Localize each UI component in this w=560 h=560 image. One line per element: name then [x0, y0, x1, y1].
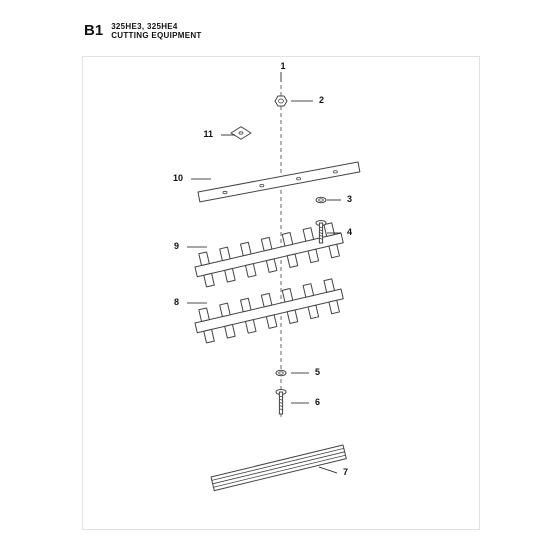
- callout-9: 9: [174, 241, 207, 251]
- blade-lower-tooth: [282, 289, 293, 303]
- washer-bottom: [276, 370, 286, 376]
- exploded-diagram: 1 2 3 4 5 6 7 8 9 10 11: [83, 57, 479, 529]
- callout-5: 5: [291, 367, 320, 377]
- blade-lower-tooth: [329, 300, 340, 314]
- blade-lower-tooth: [241, 298, 252, 312]
- blade-lower-tooth: [287, 310, 298, 324]
- blade-upper-tooth: [308, 249, 319, 263]
- header: B1 325HE3, 325HE4 CUTTING EQUIPMENT: [84, 22, 202, 40]
- support-bar: [198, 162, 360, 202]
- svg-text:6: 6: [315, 397, 320, 407]
- square-plate: [231, 127, 251, 140]
- blade-upper-tooth: [303, 228, 314, 242]
- svg-text:7: 7: [343, 467, 348, 477]
- blade-upper-tooth: [199, 252, 210, 266]
- washer-top: [316, 197, 326, 203]
- blade-lower-tooth: [204, 329, 215, 343]
- diagram-title: CUTTING EQUIPMENT: [111, 31, 201, 40]
- blade-upper-tooth: [261, 237, 272, 251]
- lock-nut: [275, 96, 287, 106]
- svg-text:1: 1: [280, 61, 285, 71]
- diagram-frame: 1 2 3 4 5 6 7 8 9 10 11: [82, 56, 480, 530]
- svg-text:5: 5: [315, 367, 320, 377]
- blade-lower-tooth: [303, 284, 314, 298]
- blade-upper-tooth: [266, 259, 277, 273]
- svg-text:10: 10: [173, 173, 183, 183]
- callout-7: 7: [319, 467, 348, 477]
- blade-lower-tooth: [199, 308, 210, 322]
- callout-6: 6: [291, 397, 320, 407]
- diagram-code: B1: [84, 22, 103, 39]
- svg-text:2: 2: [319, 95, 324, 105]
- callout-1: 1: [280, 61, 285, 82]
- svg-text:11: 11: [203, 129, 213, 139]
- blade-lower-tooth: [225, 325, 236, 339]
- blade-upper-tooth: [287, 254, 298, 268]
- svg-text:3: 3: [347, 194, 352, 204]
- callout-2: 2: [291, 95, 324, 105]
- blade-upper-tooth: [329, 244, 340, 258]
- blade-upper-tooth: [225, 269, 236, 283]
- blade-lower-tooth: [246, 320, 257, 334]
- svg-text:8: 8: [174, 297, 179, 307]
- blade-upper-tooth: [204, 273, 215, 287]
- blade-lower-tooth: [266, 315, 277, 329]
- blade-lower-tooth: [324, 279, 335, 293]
- callout-8: 8: [174, 297, 207, 307]
- blade-upper-tooth: [241, 242, 252, 256]
- blade-upper-tooth: [246, 264, 257, 278]
- callout-10: 10: [173, 173, 211, 183]
- blade-guard-rib: [213, 452, 345, 484]
- callout-11: 11: [203, 129, 235, 139]
- diagram-svg: 1 2 3 4 5 6 7 8 9 10 11: [83, 57, 479, 529]
- page: B1 325HE3, 325HE4 CUTTING EQUIPMENT 1 2 3 4…: [0, 0, 560, 560]
- svg-text:4: 4: [347, 227, 352, 237]
- svg-text:9: 9: [174, 241, 179, 251]
- blade-upper-tooth: [220, 247, 231, 261]
- callout-3: 3: [327, 194, 352, 204]
- model-numbers: 325HE3, 325HE4: [111, 22, 201, 31]
- blade-lower-tooth: [220, 303, 231, 317]
- blade-lower-tooth: [261, 293, 272, 307]
- blade-upper-tooth: [282, 233, 293, 247]
- blade-lower-tooth: [308, 305, 319, 319]
